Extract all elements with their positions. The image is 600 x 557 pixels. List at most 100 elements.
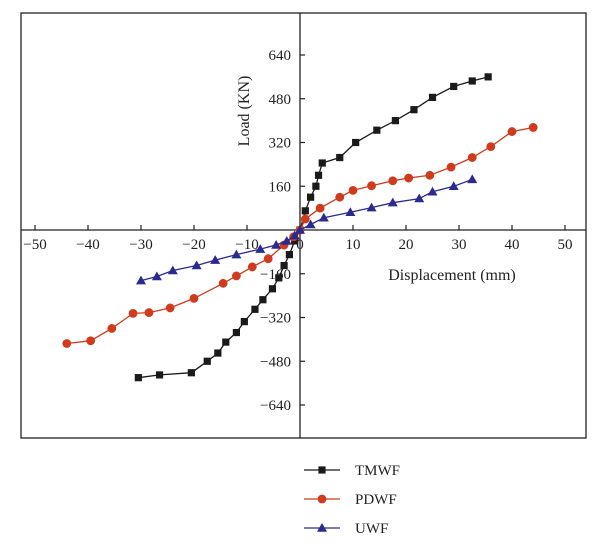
y-tick-label: 320: [269, 136, 292, 152]
legend-item-tmwf: TMWF: [304, 463, 400, 479]
legend-label-pdwf: PDWF: [355, 492, 397, 508]
data-point-uwf: [167, 265, 178, 275]
legend-label-tmwf: TMWF: [355, 463, 400, 479]
data-point-pdwf: [189, 293, 199, 303]
x-tick-label: 20: [399, 237, 414, 253]
data-point-uwf: [414, 193, 425, 203]
data-point-pdwf: [404, 173, 414, 183]
data-point-tmwf: [203, 357, 211, 365]
data-point-tmwf: [428, 93, 437, 101]
x-axis-title: Displacement (mm): [388, 267, 516, 284]
data-point-tmwf: [232, 328, 240, 337]
data-point-tmwf: [280, 261, 288, 270]
data-point-tmwf: [391, 117, 399, 125]
data-point-pdwf: [86, 336, 96, 346]
data-point-pdwf: [315, 203, 325, 213]
y-tick-label: −640: [260, 398, 291, 414]
data-point-tmwf: [187, 369, 195, 377]
data-point-uwf: [271, 240, 282, 249]
data-point-uwf: [448, 181, 459, 190]
legend-item-uwf: UWF: [304, 521, 388, 537]
x-tick-label: 40: [505, 237, 520, 253]
data-point-pdwf: [335, 192, 345, 202]
data-point-pdwf: [218, 278, 228, 288]
data-point-tmwf: [318, 159, 326, 167]
legend-swatch-marker-uwf: [317, 523, 327, 532]
data-point-uwf: [151, 271, 162, 281]
data-point-pdwf: [425, 170, 435, 180]
data-point-uwf: [191, 260, 202, 270]
x-tick-label: −40: [76, 237, 99, 253]
y-tick-label: −480: [260, 354, 291, 370]
plot-frame: [20, 12, 587, 439]
data-point-pdwf: [144, 308, 154, 317]
data-point-pdwf: [348, 185, 358, 195]
data-point-tmwf: [240, 318, 248, 326]
data-point-uwf: [467, 174, 478, 184]
data-point-uwf: [255, 244, 266, 253]
y-tick-label: 640: [269, 48, 292, 64]
y-axis-title: Load (KN): [236, 76, 253, 147]
data-point-pdwf: [128, 308, 138, 318]
data-point-pdwf: [486, 142, 496, 152]
data-point-uwf: [305, 219, 316, 229]
y-tick-label: 160: [269, 179, 292, 195]
series-uwf: [136, 174, 478, 285]
data-point-pdwf: [263, 254, 273, 264]
data-point-uwf: [427, 186, 438, 196]
data-point-uwf: [387, 197, 398, 207]
data-point-pdwf: [388, 176, 398, 186]
x-tick-label: 30: [452, 237, 467, 253]
data-point-pdwf: [300, 214, 310, 224]
data-point-uwf: [295, 225, 305, 234]
data-point-uwf: [366, 202, 377, 212]
data-point-tmwf: [314, 171, 323, 179]
data-point-tmwf: [352, 138, 360, 147]
data-point-pdwf: [446, 162, 456, 172]
data-point-uwf: [318, 212, 329, 222]
data-point-pdwf: [367, 181, 376, 191]
data-point-tmwf: [155, 371, 164, 379]
legend-item-pdwf: PDWF: [304, 492, 397, 508]
data-point-pdwf: [247, 262, 257, 272]
x-tick-label: −20: [182, 237, 205, 253]
data-point-tmwf: [251, 305, 259, 313]
data-point-tmwf: [450, 82, 458, 91]
data-point-tmwf: [268, 285, 277, 293]
data-point-tmwf: [373, 126, 381, 134]
x-tick-label: 50: [558, 237, 573, 253]
data-point-tmwf: [312, 182, 320, 190]
data-point-pdwf: [467, 153, 477, 162]
legend-swatch-marker-pdwf: [317, 494, 327, 504]
data-point-pdwf: [528, 123, 538, 132]
legend: TMWF PDWF UWF: [304, 463, 400, 537]
x-tick-label: −50: [23, 237, 46, 253]
data-point-tmwf: [484, 73, 492, 81]
data-point-uwf: [345, 207, 356, 216]
y-tick-label: 480: [269, 92, 292, 108]
data-point-pdwf: [507, 127, 517, 136]
data-point-tmwf: [285, 251, 293, 259]
data-point-tmwf: [410, 106, 418, 114]
data-point-pdwf: [232, 271, 241, 281]
data-point-tmwf: [134, 374, 142, 382]
data-point-uwf: [136, 275, 146, 285]
y-tick-label: −320: [260, 311, 291, 327]
x-tick-label: 10: [346, 237, 361, 253]
data-point-tmwf: [275, 274, 283, 282]
data-point-uwf: [210, 255, 221, 264]
data-point-uwf: [231, 249, 242, 259]
series-layer: [62, 73, 538, 382]
data-point-tmwf: [468, 77, 476, 85]
legend-swatch-marker-tmwf: [318, 466, 326, 474]
data-point-pdwf: [165, 303, 175, 313]
x-tick-label: −30: [129, 237, 152, 253]
data-point-tmwf: [214, 349, 222, 357]
data-point-pdwf: [62, 339, 72, 348]
x-tick-label: −10: [235, 237, 258, 253]
data-point-uwf: [289, 230, 300, 240]
data-point-pdwf: [107, 324, 117, 333]
data-point-tmwf: [307, 193, 315, 201]
data-point-tmwf: [301, 207, 309, 215]
